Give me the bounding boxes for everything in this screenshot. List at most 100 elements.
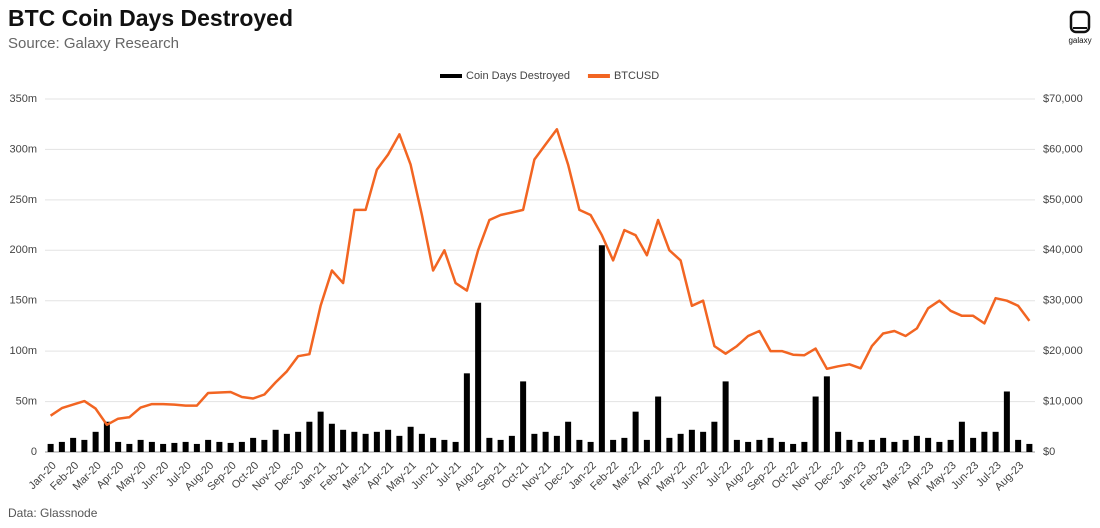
bar [677, 433, 684, 452]
bar [306, 421, 313, 452]
bar [115, 441, 122, 452]
bar [216, 441, 223, 452]
bar [666, 437, 673, 452]
bar [587, 441, 594, 452]
bar [992, 431, 999, 452]
chart-title: BTC Coin Days Destroyed [8, 5, 293, 31]
bar [441, 439, 448, 452]
bar [70, 437, 77, 452]
bar [508, 435, 515, 452]
bar [531, 433, 538, 452]
bar [565, 421, 572, 452]
bar [520, 381, 527, 452]
bar [790, 443, 797, 452]
legend-label: Coin Days Destroyed [466, 70, 570, 82]
bar [767, 437, 774, 452]
bar [745, 441, 752, 452]
bar [373, 431, 380, 452]
bar [1026, 443, 1033, 452]
y-tick-label: 50m [16, 395, 37, 407]
bar [430, 437, 437, 452]
bar [722, 381, 729, 452]
bar [283, 433, 290, 452]
bar [902, 439, 909, 452]
bar [362, 433, 369, 452]
bar [958, 421, 965, 452]
bar [936, 441, 943, 452]
y-tick-label: 0 [31, 446, 37, 458]
y-tick-label: 350m [9, 93, 37, 105]
bar [295, 431, 302, 452]
bar [205, 439, 212, 452]
bar [227, 442, 234, 452]
bar [486, 437, 493, 452]
bar [58, 441, 65, 452]
bar [700, 431, 707, 452]
bar [925, 437, 932, 452]
y-tick-label: 250m [9, 194, 37, 206]
bar [452, 441, 459, 452]
bar [463, 373, 470, 452]
bar [171, 442, 178, 452]
bar [272, 429, 279, 452]
bar [823, 376, 830, 452]
y2-tick-label: $0 [1043, 446, 1055, 458]
bar [47, 443, 54, 452]
bar [655, 396, 662, 452]
bar [126, 443, 133, 452]
bar [250, 437, 257, 452]
bar [880, 437, 887, 452]
bar [81, 439, 88, 452]
bar [317, 411, 324, 452]
bar [475, 302, 482, 452]
bar [778, 441, 785, 452]
bar [103, 421, 110, 452]
bar [981, 431, 988, 452]
bar [193, 443, 200, 452]
bar [688, 429, 695, 452]
bar [542, 431, 549, 452]
y2-tick-label: $50,000 [1043, 194, 1083, 206]
y2-tick-label: $20,000 [1043, 345, 1083, 357]
bar [846, 439, 853, 452]
bar [340, 429, 347, 452]
bar [1003, 391, 1010, 452]
y2-tick-label: $30,000 [1043, 295, 1083, 307]
bar [148, 441, 155, 452]
bar [598, 245, 605, 452]
bar [92, 431, 99, 452]
bar [160, 443, 167, 452]
y2-tick-label: $10,000 [1043, 395, 1083, 407]
bar [497, 439, 504, 452]
bar [610, 439, 617, 452]
bar [756, 439, 763, 452]
bar [553, 435, 560, 452]
bar [137, 439, 144, 452]
bar [970, 437, 977, 452]
y-tick-label: 200m [9, 244, 37, 256]
logo-text: galaxy [1068, 36, 1091, 45]
bar [868, 439, 875, 452]
bar [396, 435, 403, 452]
footer-source: Data: Glassnode [8, 506, 98, 520]
bar [328, 423, 335, 452]
bar [857, 441, 864, 452]
bar [576, 439, 583, 452]
bar [238, 441, 245, 452]
y-tick-label: 150m [9, 295, 37, 307]
y-tick-label: 100m [9, 345, 37, 357]
bar [913, 435, 920, 452]
chart-subtitle: Source: Galaxy Research [8, 35, 179, 52]
bar [801, 441, 808, 452]
bar [812, 396, 819, 452]
bar [835, 431, 842, 452]
bar [632, 411, 639, 452]
bar [261, 439, 268, 452]
bar [418, 433, 425, 452]
bar [711, 421, 718, 452]
bar [385, 429, 392, 452]
legend-label: BTCUSD [614, 70, 659, 82]
price-line [49, 128, 1031, 427]
y2-tick-label: $40,000 [1043, 244, 1083, 256]
